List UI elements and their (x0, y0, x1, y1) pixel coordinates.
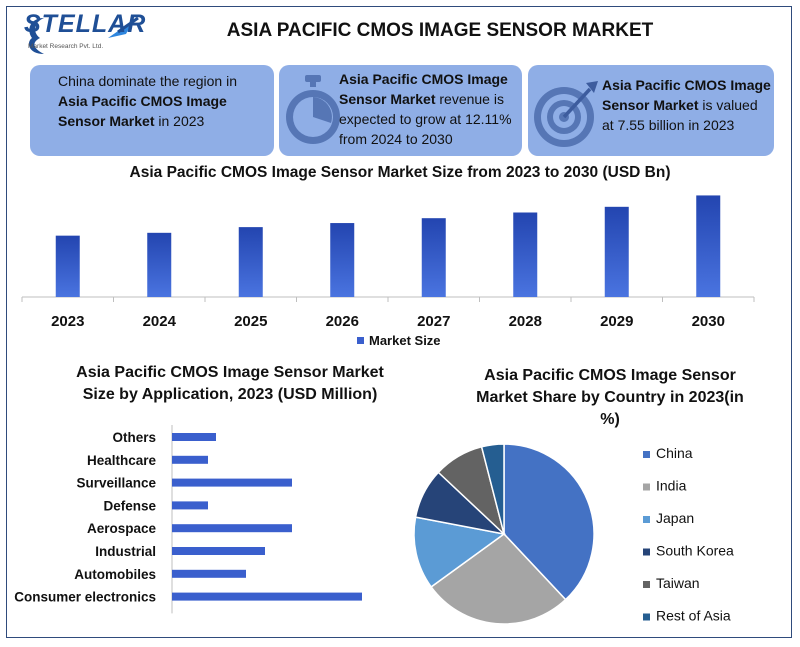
info-card-text: Asia Pacific CMOS Image Sensor Market is… (602, 77, 771, 133)
hbar-others (172, 433, 216, 441)
page-title: ASIA PACIFIC CMOS IMAGE SENSOR MARKET (226, 20, 654, 41)
pie-slice-china (503, 443, 595, 601)
hbar-aerospace (172, 524, 292, 533)
hbar-healthcare (172, 455, 208, 464)
market-size-bar-chart: 2023 2024 2025 2026 2027 2028 2029 2030 Market S… (21, 195, 755, 348)
stellar-logo-icon (28, 16, 139, 54)
pie-slice-rest-of-asia (480, 443, 505, 535)
application-chart-title: Asia Pacific CMOS Image Sensor Market Si… (76, 364, 384, 403)
bar-2026 (330, 223, 355, 297)
legend-label: Japan (656, 510, 694, 526)
application-bar-chart: Others Healthcare Surveillance Defense Aeros… (14, 425, 362, 614)
info-card-growth: Asia Pacific CMOS Image Sensor Market re… (279, 65, 522, 156)
bar-2023 (55, 235, 80, 297)
bar-2029 (604, 206, 629, 297)
stopwatch-icon (286, 75, 340, 144)
legend-swatch (643, 516, 650, 523)
category-label: Industrial (95, 544, 156, 559)
pie-slice-japan (413, 516, 506, 588)
info-card-text: China dominate the region in Asia Pacifi… (58, 73, 238, 129)
hbar-consumer-electronics (172, 592, 362, 601)
legend-swatch (643, 548, 650, 556)
hbar-industrial (172, 547, 265, 555)
logo-wordmark: STELLAR (24, 10, 147, 38)
category-label: Defense (103, 498, 156, 513)
pie-slice-india (430, 533, 567, 625)
legend-swatch (643, 613, 650, 621)
legend-label: Taiwan (656, 575, 700, 591)
category-label: Automobiles (74, 567, 156, 582)
legend-label: Rest of Asia (656, 608, 731, 624)
logo-subtitle: Market Research Pvt. Ltd. (28, 43, 104, 50)
x-tick-label: 2026 (326, 313, 359, 330)
x-tick-label: 2023 (51, 313, 84, 330)
bar-2030 (696, 195, 721, 297)
bar-2028 (513, 212, 538, 297)
info-card-region: China dominate the region in Asia Pacifi… (30, 65, 274, 156)
category-label: Healthcare (87, 453, 157, 468)
bar-2025 (238, 227, 263, 297)
x-tick-label: 2028 (509, 313, 542, 330)
hbar-defense (172, 501, 208, 510)
x-tick-label: 2024 (143, 313, 177, 330)
legend-swatch (643, 451, 650, 458)
category-label: Aerospace (87, 521, 157, 536)
legend-label: India (656, 478, 687, 494)
legend-swatch (357, 337, 364, 344)
x-tick-label: 2029 (600, 313, 633, 330)
infographic-frame (6, 6, 792, 638)
hbar-automobiles (172, 569, 246, 578)
hbar-surveillance (172, 478, 292, 487)
legend-label: Market Size (369, 333, 441, 348)
x-tick-label: 2030 (692, 313, 725, 330)
bar-2027 (421, 218, 446, 297)
legend-label: South Korea (656, 543, 734, 559)
x-tick-label: 2025 (234, 313, 267, 330)
market-size-chart-title: Asia Pacific CMOS Image Sensor Market Si… (129, 164, 671, 181)
legend-swatch (643, 483, 650, 491)
category-label: Consumer electronics (14, 590, 156, 605)
info-card-text: Asia Pacific CMOS Image Sensor Market re… (339, 71, 512, 147)
country-pie-chart: China India Japan South Korea Taiwan Rest of … (413, 443, 734, 625)
legend-label: China (656, 445, 693, 461)
x-tick-label: 2027 (417, 313, 450, 330)
info-card-value: Asia Pacific CMOS Image Sensor Market is… (528, 65, 774, 156)
country-pie-chart-title: Asia Pacific CMOS Image Sensor Market Sh… (476, 367, 744, 428)
category-label: Others (112, 430, 156, 445)
legend-swatch (643, 581, 650, 588)
bar-2024 (147, 232, 172, 297)
target-icon (534, 81, 598, 147)
category-label: Surveillance (76, 476, 156, 491)
